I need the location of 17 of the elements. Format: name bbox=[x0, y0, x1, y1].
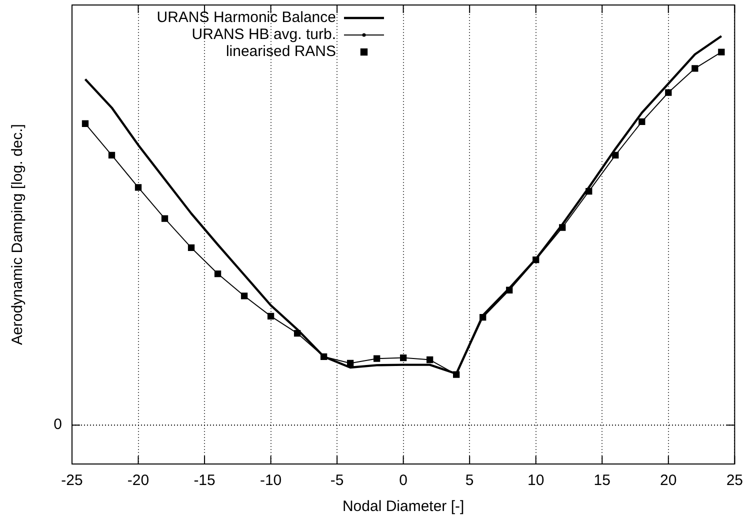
x-tick-label: 15 bbox=[594, 472, 610, 490]
legend-label: URANS Harmonic Balance bbox=[156, 9, 336, 26]
x-tick-label: 20 bbox=[660, 472, 677, 490]
x-tick-label: 10 bbox=[528, 472, 544, 490]
x-tick-label: 5 bbox=[465, 472, 474, 490]
x-tick-label: -10 bbox=[260, 472, 282, 490]
legend-label: linearised RANS bbox=[226, 43, 336, 60]
y-axis-title: Aerodynamic Damping [log. dec.] bbox=[9, 124, 26, 345]
x-axis-title: Nodal Diameter [-] bbox=[342, 498, 464, 516]
x-tick-label: -5 bbox=[330, 472, 344, 490]
ref-line-label: 0 bbox=[54, 416, 62, 434]
x-tick-label: -15 bbox=[194, 472, 216, 490]
legend-label: URANS HB avg. turb. bbox=[192, 26, 336, 44]
x-tick-label: -20 bbox=[127, 472, 150, 490]
x-tick-label: 0 bbox=[399, 472, 408, 490]
x-tick-label: -25 bbox=[61, 472, 83, 490]
x-tick-label: 25 bbox=[726, 472, 743, 490]
